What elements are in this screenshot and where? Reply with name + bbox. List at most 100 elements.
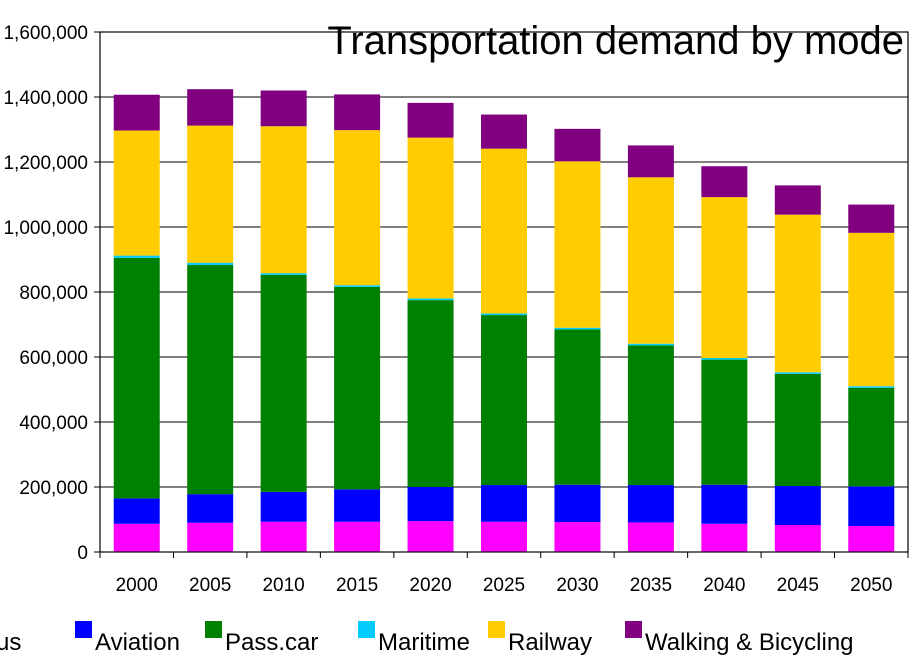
- bar-segment-walking-bicycling-2045: [774, 185, 821, 215]
- bar-segment-railway-2040: [701, 197, 748, 358]
- y-tick-label: 0: [77, 543, 88, 564]
- bar-segment-aviation-2040: [701, 484, 748, 524]
- legend-label: Aviation: [95, 629, 180, 656]
- bar-segment-maritime-2025: [481, 313, 527, 316]
- legend-swatch: [205, 621, 222, 638]
- legend-item-bus: Bus: [0, 629, 21, 656]
- bar-segment-bus-2005: [187, 522, 234, 552]
- bar-segment-pass-car-2045: [774, 373, 821, 487]
- bar-segment-railway-2005: [187, 125, 234, 263]
- bar-segment-walking-bicycling-2050: [848, 204, 895, 233]
- x-axis: 2000 2005 2010 2015 2020 2025 2030 2035 2040 2045…: [99, 552, 909, 596]
- legend-item-aviation: Aviation: [75, 621, 180, 656]
- bar-segment-bus-2050: [848, 526, 895, 552]
- y-tick-label: 600,000: [19, 348, 88, 369]
- legend-label: Walking & Bicycling: [645, 629, 854, 656]
- legend-label: Maritime: [378, 629, 470, 656]
- bar-segment-maritime-2015: [334, 285, 381, 287]
- bar-segment-walking-bicycling-2010: [260, 90, 307, 127]
- bar-segment-maritime-2030: [554, 327, 601, 330]
- y-tick-label: 1,200,000: [3, 153, 88, 174]
- bar-segment-bus-2030: [554, 522, 601, 552]
- x-tick-label: 2045: [777, 575, 819, 596]
- bar-segment-railway-2035: [627, 177, 674, 344]
- legend-item-railway: Railway: [488, 621, 592, 656]
- bar-segment-bus-2015: [334, 521, 381, 552]
- bar-segment-maritime-2005: [187, 262, 234, 266]
- bar-segment-aviation-2000: [113, 498, 160, 524]
- y-axis: 0 200,000 400,000 600,000 800,000 1,000,000 1,…: [3, 23, 100, 564]
- legend-swatch: [625, 621, 642, 638]
- x-tick-label: 2005: [189, 575, 231, 596]
- bar-segment-bus-2020: [407, 521, 454, 552]
- bar-segment-railway-2000: [113, 130, 160, 256]
- bar-segment-maritime-2040: [701, 357, 748, 360]
- bar-segment-railway-2020: [407, 137, 454, 299]
- bar-segment-pass-car-2015: [334, 286, 381, 490]
- bar-segment-pass-car-2050: [848, 387, 895, 487]
- y-tick-label: 800,000: [19, 283, 88, 304]
- bar-segment-pass-car-2000: [113, 257, 160, 499]
- chart-title: Transportation demand by mode: [327, 19, 904, 63]
- legend-swatch: [488, 621, 505, 638]
- bar-segment-walking-bicycling-2025: [481, 114, 527, 149]
- x-tick-label: 2035: [630, 575, 672, 596]
- bar-segment-pass-car-2020: [407, 300, 454, 487]
- bar-segment-maritime-2045: [774, 372, 821, 374]
- legend-swatch: [358, 621, 375, 638]
- x-tick-label: 2050: [850, 575, 892, 596]
- bar-segment-aviation-2005: [187, 494, 234, 523]
- bar-segment-walking-bicycling-2020: [407, 102, 454, 138]
- bar-segment-railway-2010: [260, 126, 307, 274]
- bar-segment-aviation-2025: [481, 485, 527, 522]
- x-tick-label: 2025: [483, 575, 525, 596]
- bar-segment-railway-2045: [774, 214, 821, 373]
- bar-segment-railway-2015: [334, 130, 381, 286]
- bar-segment-bus-2000: [113, 523, 160, 552]
- bar-segment-pass-car-2005: [187, 265, 234, 495]
- bar-segment-maritime-2050: [848, 386, 895, 388]
- bar-segment-aviation-2010: [260, 491, 307, 522]
- y-tick-label: 400,000: [19, 413, 88, 434]
- legend-item-walking-bicycling: Walking & Bicycling: [625, 621, 854, 656]
- bar-segment-aviation-2030: [554, 484, 601, 523]
- bar-segment-pass-car-2040: [701, 359, 748, 485]
- bar-segment-bus-2040: [701, 523, 748, 552]
- bar-segment-railway-2030: [554, 161, 601, 328]
- bar-segment-maritime-2010: [260, 273, 307, 275]
- bar-segment-aviation-2045: [774, 486, 821, 526]
- legend-label: Bus: [0, 629, 21, 656]
- y-tick-label: 1,600,000: [3, 23, 88, 44]
- legend: Bus Aviation Pass.car Maritime Railway Walkin…: [0, 621, 854, 656]
- bar-segment-maritime-2020: [407, 298, 454, 301]
- bar-segment-bus-2035: [627, 522, 674, 552]
- x-tick-label: 2040: [703, 575, 745, 596]
- bar-segment-walking-bicycling-2015: [334, 94, 381, 131]
- bar-segment-aviation-2020: [407, 487, 454, 522]
- y-tick-label: 1,400,000: [3, 88, 88, 109]
- bar-segment-pass-car-2010: [260, 274, 307, 492]
- bar-segment-railway-2025: [481, 148, 527, 314]
- bar-segment-pass-car-2025: [481, 315, 527, 486]
- x-tick-label: 2000: [116, 575, 158, 596]
- bar-segment-walking-bicycling-2005: [187, 89, 234, 126]
- bar-segment-bus-2045: [774, 525, 821, 552]
- x-tick-label: 2010: [262, 575, 304, 596]
- bars: [113, 89, 895, 552]
- bar-segment-walking-bicycling-2040: [701, 166, 748, 198]
- bar-segment-maritime-2000: [113, 255, 160, 258]
- y-tick-label: 1,000,000: [3, 218, 88, 239]
- bar-segment-pass-car-2035: [627, 345, 674, 486]
- bar-segment-walking-bicycling-2000: [113, 94, 160, 131]
- legend-label: Railway: [508, 629, 592, 656]
- bar-segment-walking-bicycling-2035: [627, 145, 674, 178]
- bar-segment-aviation-2015: [334, 489, 381, 522]
- y-tick-label: 200,000: [19, 478, 88, 499]
- bar-segment-bus-2025: [481, 521, 527, 552]
- bar-segment-bus-2010: [260, 521, 307, 552]
- bar-segment-aviation-2035: [627, 485, 674, 523]
- bar-segment-maritime-2035: [627, 343, 674, 346]
- legend-swatch: [75, 621, 92, 638]
- bar-segment-pass-car-2030: [554, 329, 601, 485]
